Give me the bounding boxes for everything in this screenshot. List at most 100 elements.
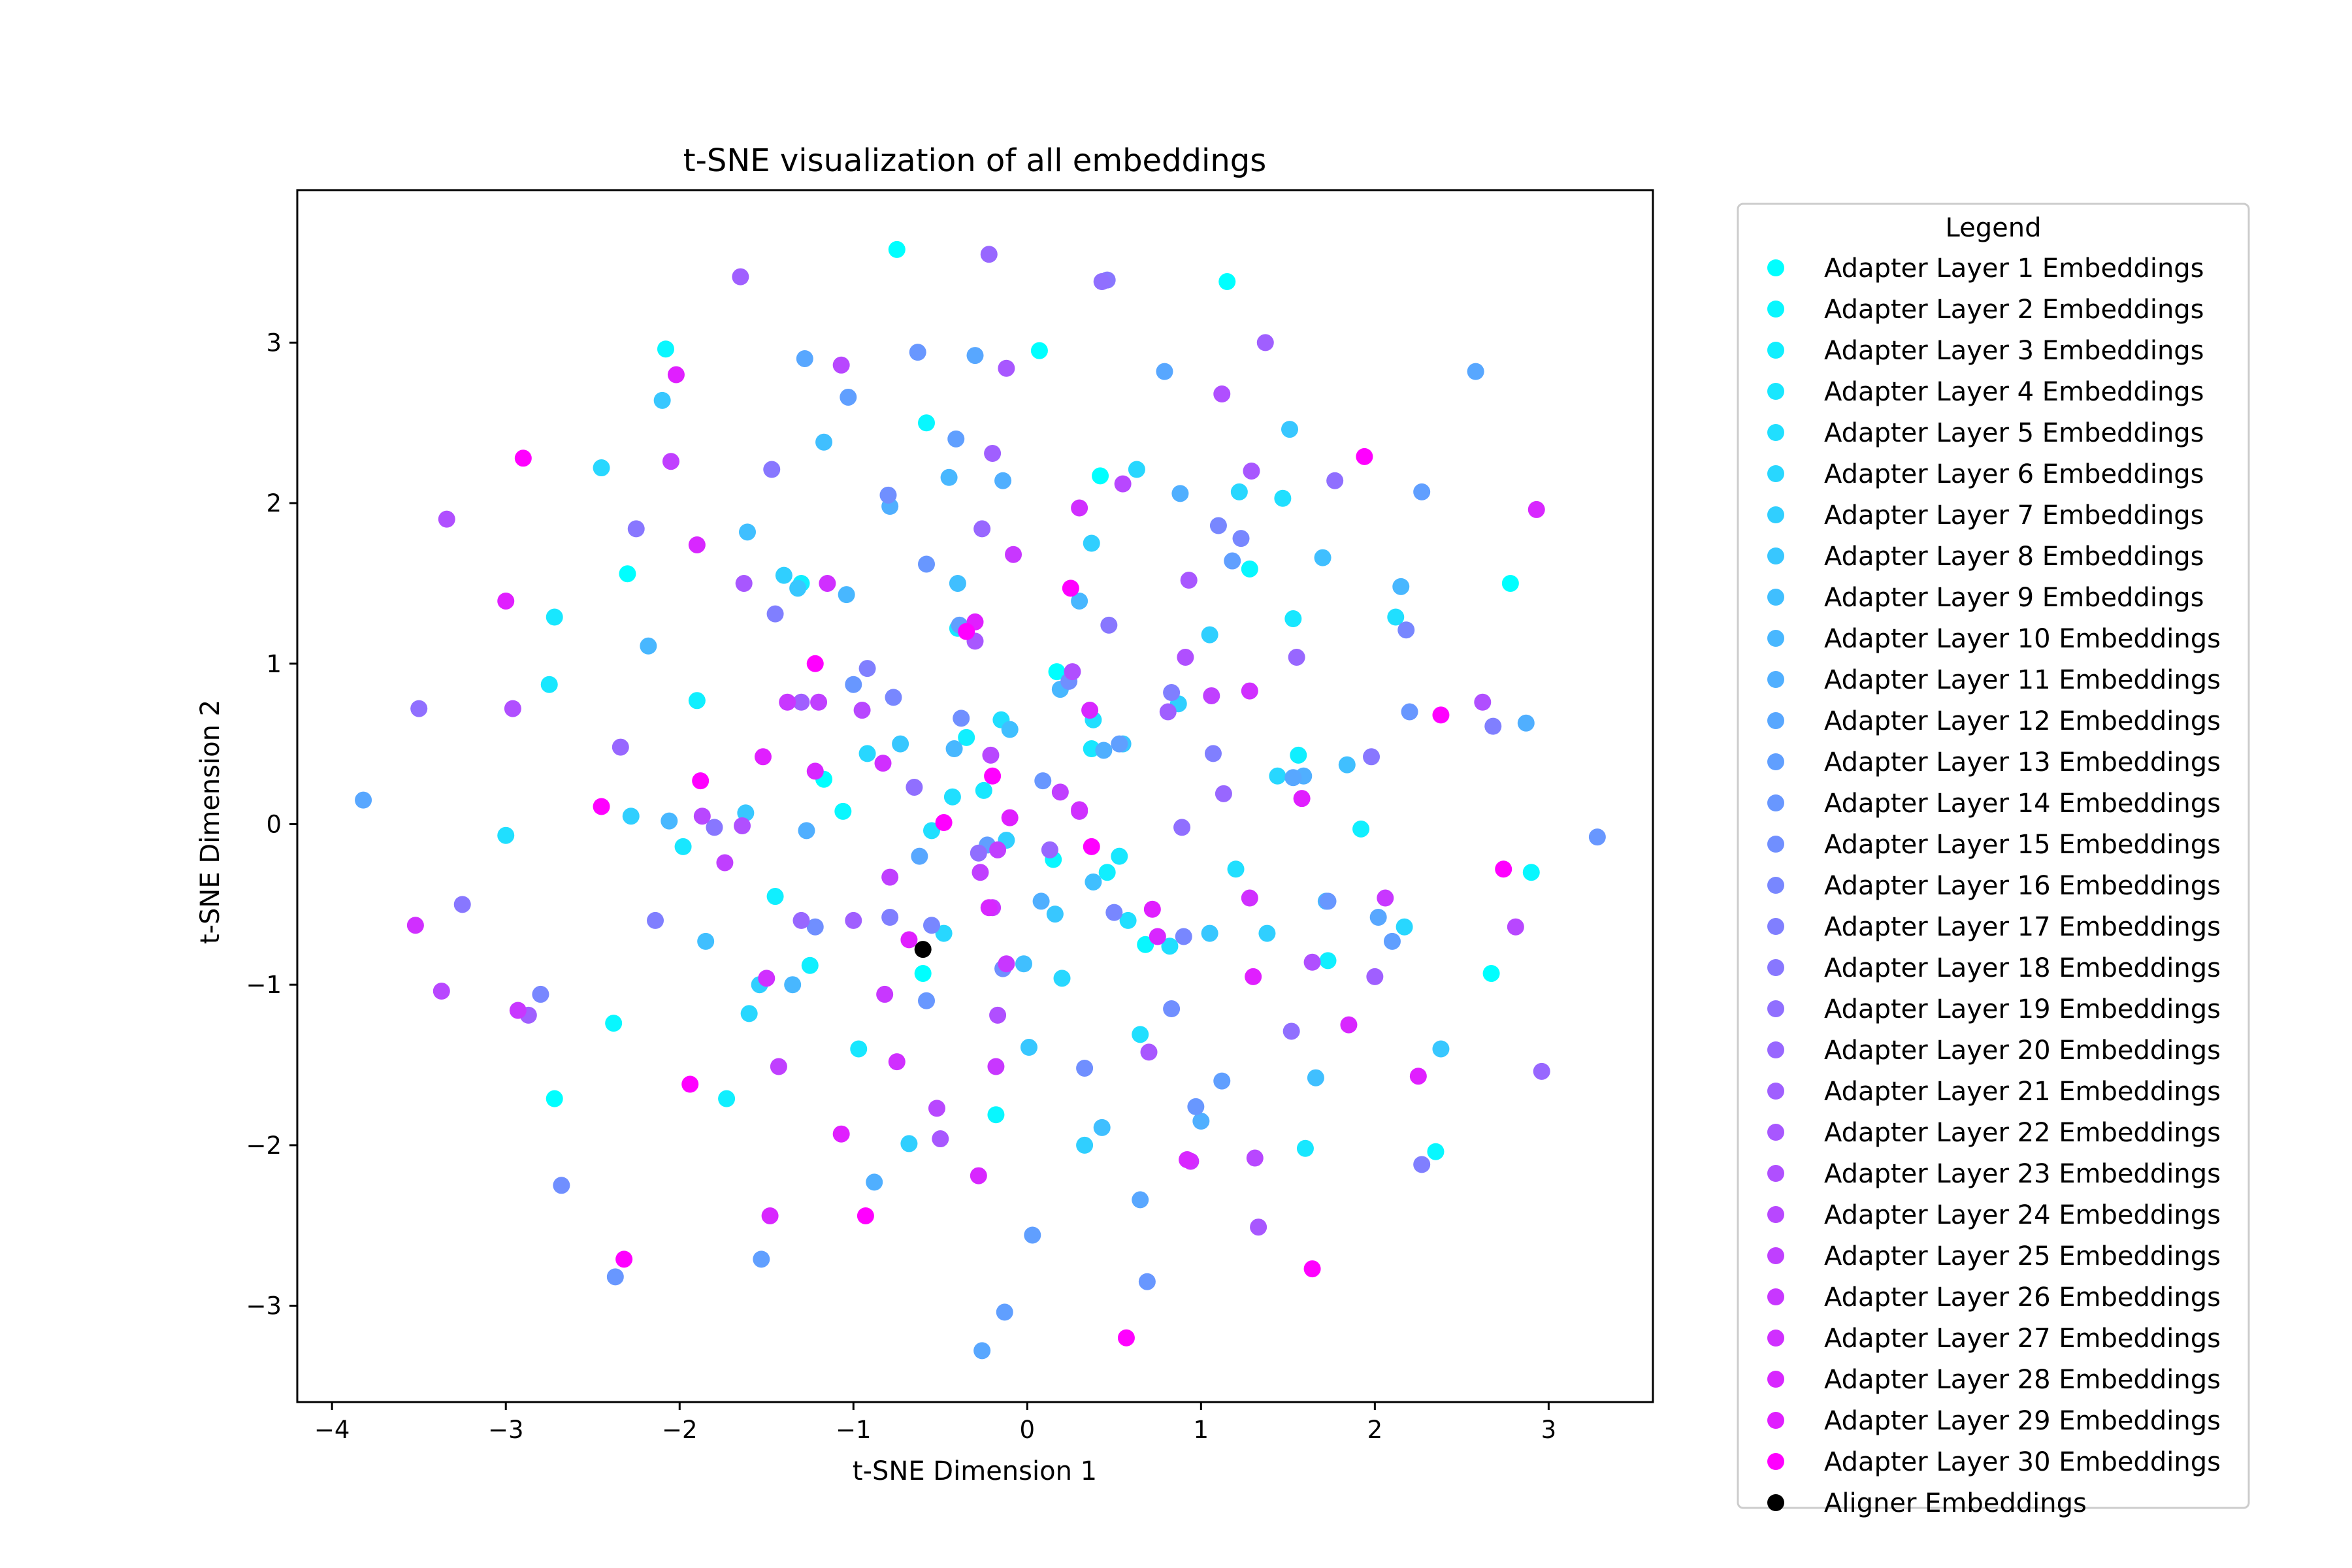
legend-marker	[1767, 1371, 1784, 1388]
data-point	[1203, 687, 1220, 704]
series-5	[497, 489, 1405, 1043]
data-point	[989, 1006, 1007, 1024]
data-point	[1340, 1016, 1358, 1034]
legend-label: Adapter Layer 14 Embeddings	[1824, 789, 2221, 819]
data-point	[1269, 767, 1286, 785]
legend-label: Aligner Embeddings	[1824, 1488, 2087, 1518]
data-point	[1245, 968, 1262, 985]
data-point	[1173, 819, 1191, 836]
series-15	[553, 486, 1181, 1194]
data-point	[866, 1173, 883, 1191]
y-tick-label: 0	[266, 810, 282, 838]
data-point	[692, 772, 710, 790]
data-point	[1326, 472, 1344, 489]
data-point	[1432, 706, 1450, 724]
data-point	[754, 748, 772, 766]
legend-label: Adapter Layer 22 Embeddings	[1824, 1118, 2221, 1148]
legend-marker	[1767, 630, 1784, 647]
legend-item: Adapter Layer 27 Embeddings	[1767, 1324, 2221, 1354]
data-point	[697, 932, 715, 950]
legend-items: Adapter Layer 1 Embeddings Adapter Layer …	[1767, 253, 2221, 1518]
data-point	[789, 580, 807, 597]
legend-label: Adapter Layer 28 Embeddings	[1824, 1365, 2221, 1395]
data-point	[1051, 783, 1069, 801]
data-point	[627, 520, 645, 538]
legend-marker	[1767, 1288, 1784, 1305]
legend-item: Adapter Layer 16 Embeddings	[1767, 871, 2221, 901]
legend-marker	[1767, 1206, 1784, 1223]
legend-item: Adapter Layer 8 Embeddings	[1767, 542, 2204, 572]
data-point	[998, 359, 1015, 377]
data-point	[1175, 928, 1192, 945]
series-30	[514, 448, 1512, 1347]
data-point	[779, 693, 796, 711]
data-point	[504, 700, 521, 717]
data-point	[1413, 1156, 1431, 1173]
x-tick-label: −2	[662, 1416, 698, 1444]
data-point	[1020, 1039, 1037, 1056]
data-point	[815, 433, 833, 451]
data-point	[1149, 928, 1166, 945]
data-point	[798, 822, 815, 840]
data-point	[888, 240, 906, 258]
data-point	[970, 844, 987, 862]
data-point	[973, 520, 991, 538]
data-point	[935, 924, 953, 942]
legend-item: Adapter Layer 20 Embeddings	[1767, 1036, 2221, 1066]
legend-marker	[1767, 959, 1784, 976]
series-26	[509, 546, 1394, 1075]
data-point	[1163, 1000, 1181, 1018]
data-point	[1132, 1026, 1149, 1043]
series-28	[688, 500, 1545, 1224]
legend-label: Adapter Layer 26 Embeddings	[1824, 1282, 2221, 1313]
legend-marker	[1767, 1330, 1784, 1347]
data-point	[1064, 663, 1081, 681]
legend-item: Adapter Layer 10 Embeddings	[1767, 624, 2221, 654]
data-point	[1495, 860, 1512, 878]
data-point	[1209, 517, 1227, 534]
legend-marker	[1767, 836, 1784, 853]
data-point	[1232, 530, 1250, 547]
data-point	[1093, 1119, 1111, 1136]
data-point	[1083, 838, 1100, 855]
series-18	[453, 271, 1380, 913]
data-point	[1243, 462, 1260, 480]
legend-label: Adapter Layer 24 Embeddings	[1824, 1200, 2221, 1230]
legend-label: Adapter Layer 29 Embeddings	[1824, 1406, 2221, 1436]
data-point	[1366, 968, 1384, 985]
data-points	[355, 240, 1606, 1360]
series-16	[532, 517, 1415, 1003]
legend-item: Adapter Layer 18 Embeddings	[1767, 953, 2221, 983]
data-point	[1093, 273, 1111, 291]
legend-item: Adapter Layer 11 Embeddings	[1767, 665, 2221, 695]
legend-marker	[1767, 1165, 1784, 1182]
data-point	[1111, 735, 1128, 753]
data-point	[1432, 1040, 1450, 1058]
legend-label: Adapter Layer 10 Embeddings	[1824, 624, 2221, 654]
legend-label: Adapter Layer 27 Embeddings	[1824, 1324, 2221, 1354]
x-tick-label: 2	[1367, 1416, 1383, 1444]
data-point	[806, 918, 824, 936]
data-point	[1092, 467, 1109, 485]
legend-item: Adapter Layer 5 Embeddings	[1767, 418, 2204, 448]
legend-item: Adapter Layer 25 Embeddings	[1767, 1241, 2221, 1271]
data-point	[900, 1135, 918, 1152]
legend-item: Adapter Layer 15 Embeddings	[1767, 830, 2221, 860]
data-point	[1227, 860, 1245, 878]
data-point	[1201, 626, 1218, 644]
data-point	[935, 814, 953, 832]
data-point	[984, 444, 1002, 462]
data-point	[914, 964, 932, 982]
data-point	[966, 347, 984, 365]
series-19	[410, 273, 1344, 1040]
legend-marker	[1767, 1083, 1784, 1100]
data-point	[850, 1040, 868, 1058]
chart-title: t-SNE visualization of all embeddings	[683, 142, 1267, 179]
legend-marker	[1767, 301, 1784, 318]
legend-label: Adapter Layer 19 Embeddings	[1824, 994, 2221, 1024]
legend-item: Adapter Layer 21 Embeddings	[1767, 1077, 2221, 1107]
data-point	[984, 767, 1002, 785]
legend-marker	[1767, 1247, 1784, 1264]
data-point	[972, 864, 989, 881]
data-point	[532, 985, 549, 1003]
